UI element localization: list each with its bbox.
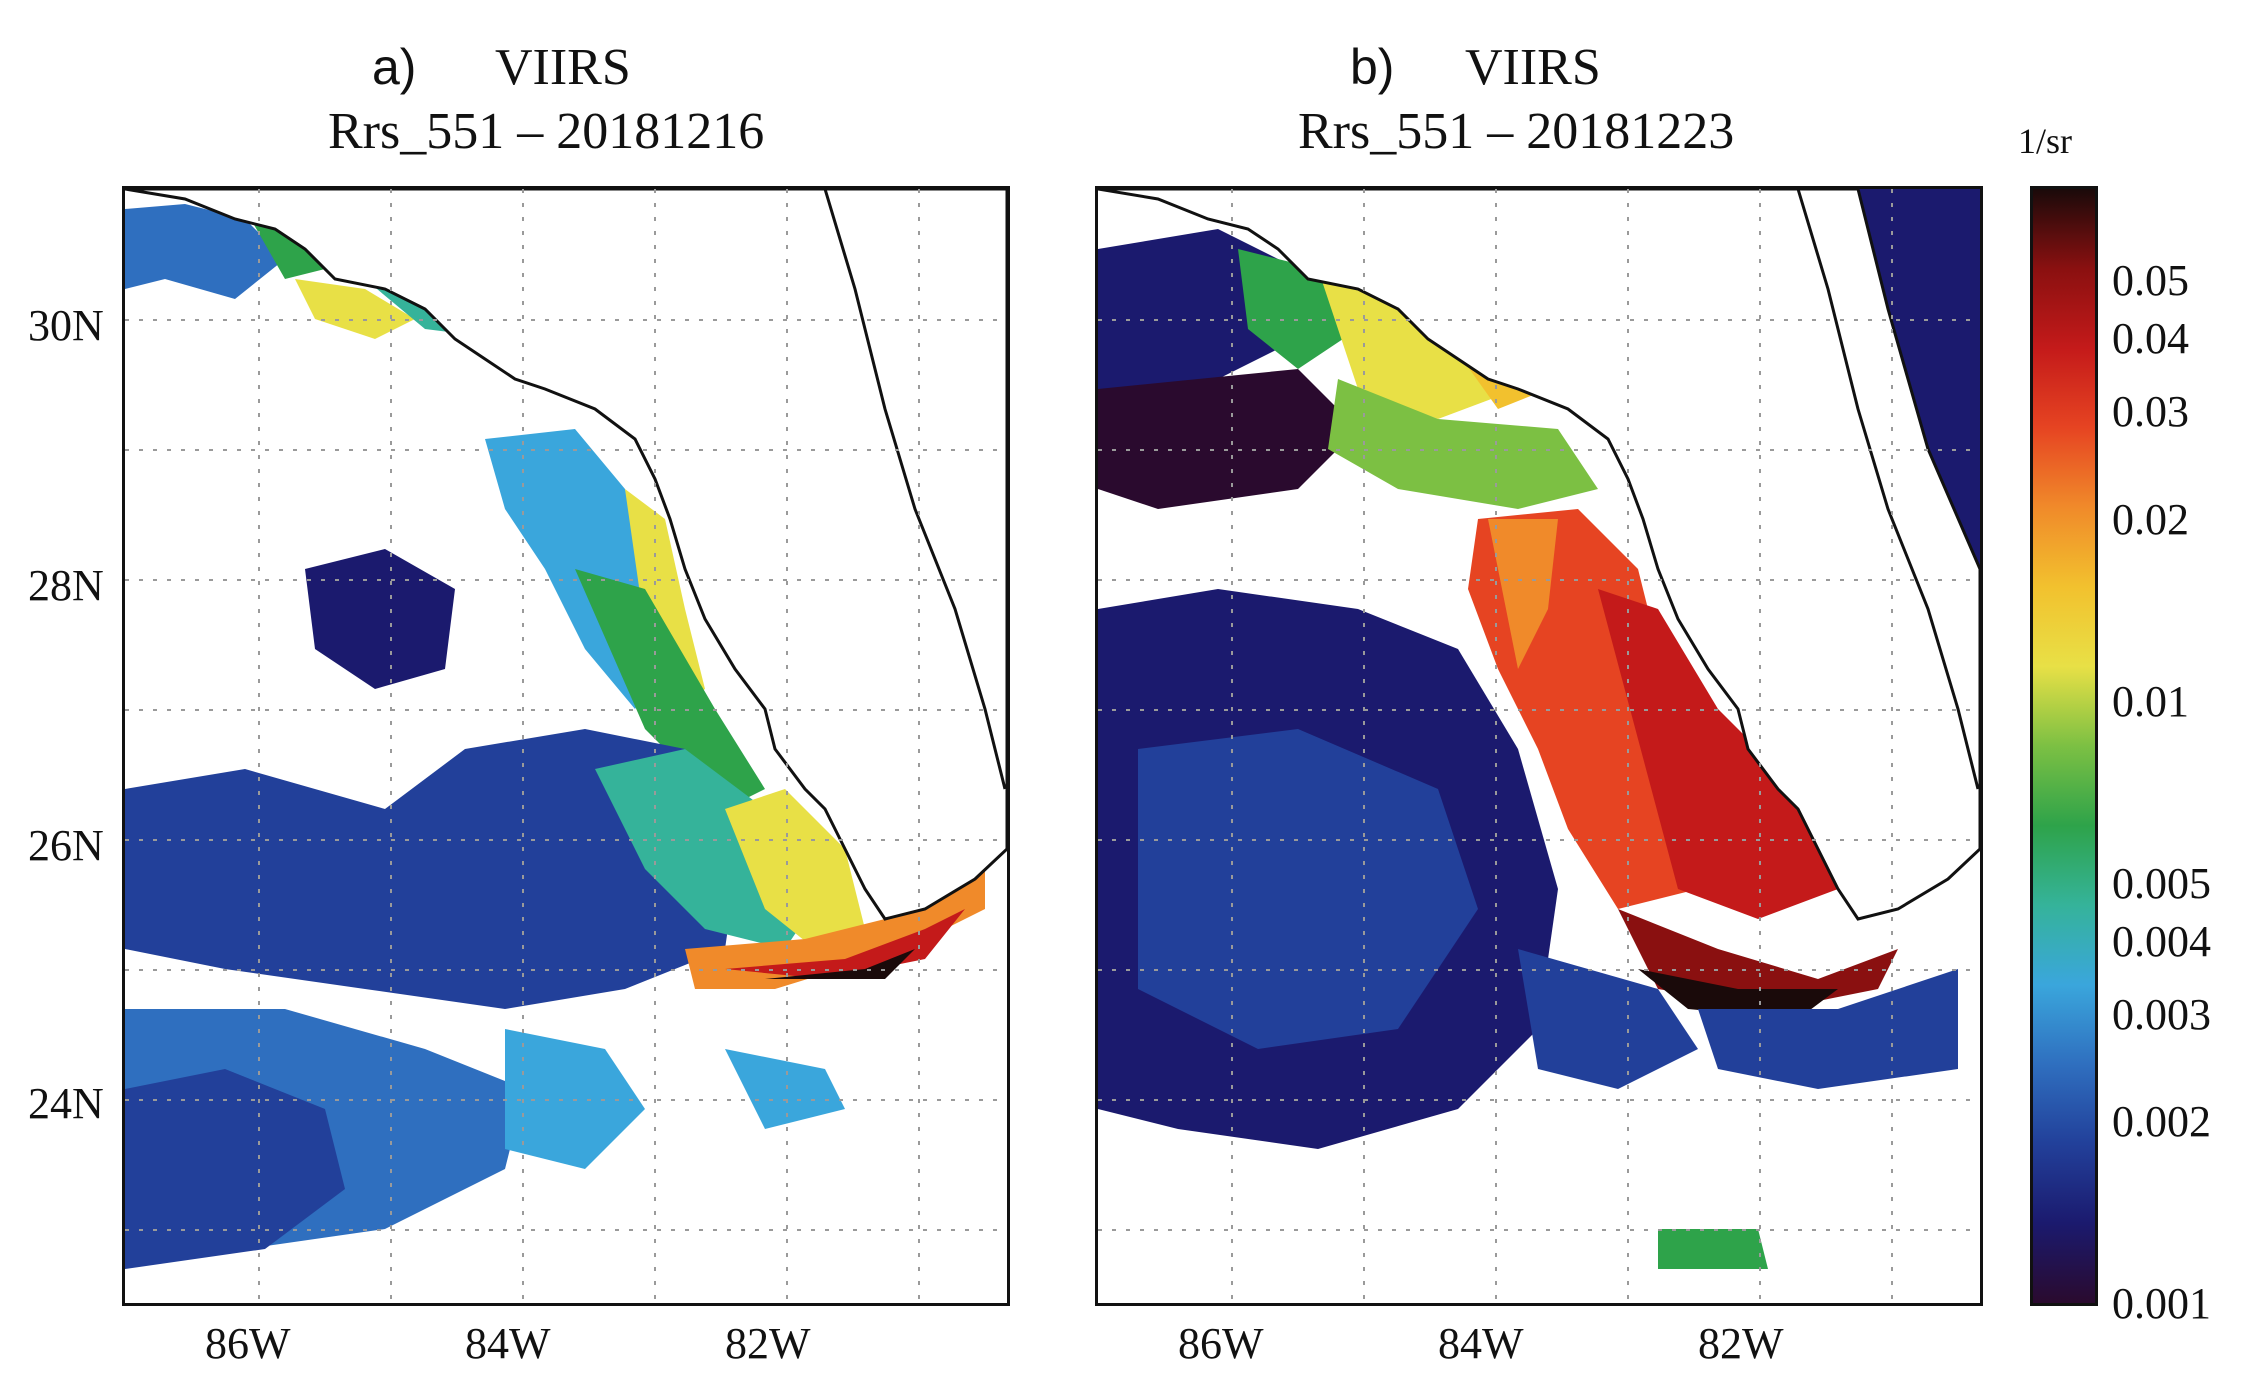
atlantic-coastline-a <box>823 189 1007 790</box>
colorbar-tick-0.01: 0.01 <box>2112 677 2189 726</box>
panel-b-sensor: VIIRS <box>1465 39 1601 96</box>
graticule-a <box>125 189 1007 1303</box>
lon-tick-86w-a: 86W <box>205 1319 291 1368</box>
colorbar-tick-0.002: 0.002 <box>2112 1097 2211 1146</box>
colorbar-tick-0.004: 0.004 <box>2112 917 2211 966</box>
colorbar-tick-0.02: 0.02 <box>2112 495 2189 544</box>
colorbar-tick-0.003: 0.003 <box>2112 990 2211 1039</box>
panel-b-letter: b) <box>1350 39 1395 95</box>
map-b-svg <box>1098 189 1980 1303</box>
colorbar-unit: 1/sr <box>2018 121 2072 161</box>
lon-tick-84w-a: 84W <box>465 1319 551 1368</box>
colorbar-tick-0.05: 0.05 <box>2112 256 2189 305</box>
map-panel-b <box>1095 186 1983 1306</box>
map-a-svg <box>125 189 1007 1303</box>
panel-a-letter: a) <box>372 39 417 95</box>
panel-a-sensor: VIIRS <box>495 39 631 96</box>
colorbar-tick-0.005: 0.005 <box>2112 859 2211 908</box>
panel-a-product-date: Rrs_551 – 20181216 <box>328 103 765 160</box>
colorbar-tick-0.03: 0.03 <box>2112 387 2189 436</box>
lat-tick-30n: 30N <box>28 301 104 350</box>
lon-tick-82w-a: 82W <box>725 1319 811 1368</box>
colorbar <box>2030 186 2098 1306</box>
reflectance-patches-a <box>125 204 985 1269</box>
lon-tick-86w-b: 86W <box>1178 1319 1264 1368</box>
colorbar-tick-0.001: 0.001 <box>2112 1279 2211 1328</box>
colorbar-tick-0.04: 0.04 <box>2112 314 2189 363</box>
lon-tick-82w-b: 82W <box>1698 1319 1784 1368</box>
lat-tick-26n: 26N <box>28 821 104 870</box>
lat-tick-28n: 28N <box>28 561 104 610</box>
lat-tick-24n: 24N <box>28 1079 104 1128</box>
graticule-b <box>1098 189 1980 1303</box>
panel-b-product-date: Rrs_551 – 20181223 <box>1298 103 1735 160</box>
atlantic-coastline-b <box>1796 189 1980 790</box>
lon-tick-84w-b: 84W <box>1438 1319 1524 1368</box>
map-panel-a <box>122 186 1010 1306</box>
